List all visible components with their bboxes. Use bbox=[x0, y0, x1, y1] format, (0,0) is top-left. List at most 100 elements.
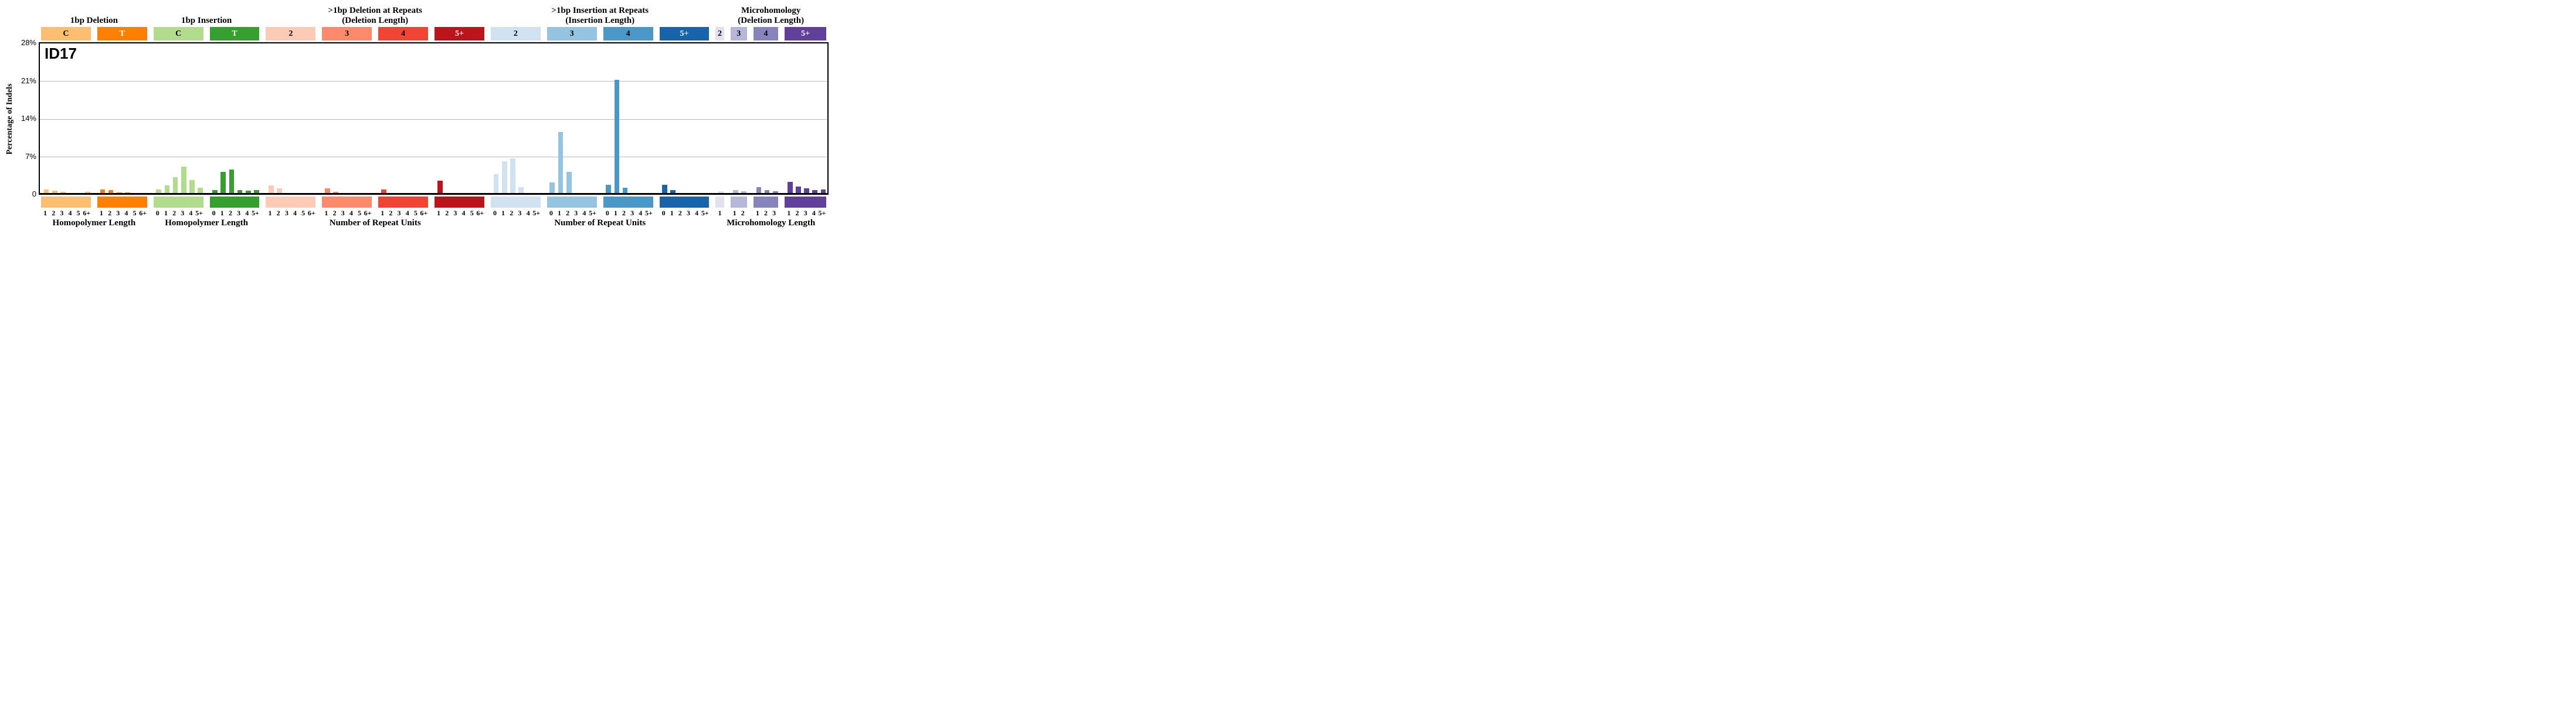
group-title-1: 1bp Insertion bbox=[181, 16, 232, 25]
bar-mh-4-2 bbox=[764, 190, 770, 193]
x-tick-label: 1 bbox=[501, 209, 505, 217]
bar-del-T-1 bbox=[100, 189, 106, 193]
x-tick-label: 5+ bbox=[589, 209, 596, 217]
x-tick-label: 3 bbox=[237, 209, 241, 217]
x-tick-label: 1 bbox=[268, 209, 272, 217]
bar-mh-4-3 bbox=[772, 191, 778, 193]
bar-ins-rep-4-0 bbox=[606, 185, 612, 193]
group-bottom-label-1: Homopolymer Length bbox=[165, 218, 248, 228]
x-tick-label: 0 bbox=[493, 209, 497, 217]
bars-section-ins-rep-5+ bbox=[661, 43, 711, 193]
tick-section-ins-rep-3: 0 1 2 3 4 5+ bbox=[547, 209, 597, 217]
bars-section-ins-rep-3 bbox=[548, 43, 598, 193]
footer-box-del-C bbox=[41, 197, 91, 208]
tick-section-ins-rep-5+: 0 1 2 3 4 5+ bbox=[660, 209, 710, 217]
bars-section-mh-3 bbox=[732, 43, 748, 193]
bars-section-mh-2 bbox=[717, 43, 725, 193]
footer-box-mh-3 bbox=[730, 197, 747, 208]
bars-section-del-rep-4 bbox=[379, 43, 429, 193]
x-tick-label: 2 bbox=[622, 209, 626, 217]
x-tick-label: 2 bbox=[332, 209, 337, 217]
footer-box-ins-rep-4 bbox=[603, 197, 653, 208]
tick-section-ins-T: 0 1 2 3 4 5+ bbox=[210, 209, 260, 217]
header-box-ins-C: C bbox=[153, 27, 203, 40]
x-tick-label: 3 bbox=[772, 209, 776, 217]
bar-ins-T-3 bbox=[237, 190, 243, 193]
footer-box-del-T bbox=[97, 197, 147, 208]
header-box-del-T: T bbox=[97, 27, 147, 40]
x-tick-label: 4 bbox=[405, 209, 409, 217]
x-tick-label: 1 bbox=[670, 209, 674, 217]
header-box-mh-3: 3 bbox=[730, 27, 747, 40]
bar-mh-2-1 bbox=[718, 191, 724, 193]
bar-ins-C-5+ bbox=[198, 188, 203, 193]
x-tick-label: 0 bbox=[605, 209, 609, 217]
footer-box-ins-C bbox=[153, 197, 203, 208]
x-tick-label: 2 bbox=[108, 209, 112, 217]
x-tick-label: 5+ bbox=[645, 209, 653, 217]
bar-ins-rep-2-2 bbox=[510, 158, 515, 193]
y-tick-21%: 21% bbox=[21, 76, 36, 85]
bar-ins-C-1 bbox=[164, 185, 170, 193]
header-box-ins-rep-5+: 5+ bbox=[659, 27, 710, 40]
x-tick-label: 3 bbox=[453, 209, 457, 217]
tick-section-ins-rep-2: 0 1 2 3 4 5+ bbox=[491, 209, 541, 217]
bar-del-rep-2-1 bbox=[269, 185, 274, 193]
x-tick-label: 1 bbox=[558, 209, 561, 217]
bar-ins-rep-2-1 bbox=[501, 161, 507, 193]
bars-section-del-rep-2 bbox=[267, 43, 317, 193]
group-title-0: 1bp Deletion bbox=[70, 16, 118, 25]
bars-section-ins-C bbox=[155, 43, 205, 193]
footer-box-del-rep-5+ bbox=[435, 197, 484, 208]
bar-del-C-6+ bbox=[85, 192, 91, 193]
bar-mh-3-1 bbox=[733, 190, 738, 193]
group-title-2: >1bp Deletion at Repeats (Deletion Length… bbox=[328, 6, 423, 25]
bar-del-C-2 bbox=[52, 191, 57, 193]
tick-section-del-rep-2: 1 2 3 4 5 6+ bbox=[266, 209, 315, 217]
bar-mh-5+-3 bbox=[804, 188, 809, 193]
x-tick-label: 1 bbox=[787, 209, 791, 217]
x-tick-label: 6+ bbox=[420, 209, 428, 217]
bar-del-T-3 bbox=[116, 192, 122, 193]
bar-ins-T-0 bbox=[212, 190, 218, 193]
group-bottom-label-0: Homopolymer Length bbox=[52, 218, 136, 228]
x-tick-label: 1 bbox=[718, 209, 722, 217]
bar-ins-rep-2-0 bbox=[493, 174, 499, 193]
bars-section-del-rep-3 bbox=[323, 43, 373, 193]
bar-ins-T-2 bbox=[229, 170, 235, 193]
header-box-del-C: C bbox=[41, 27, 91, 40]
x-tick-label: 3 bbox=[397, 209, 401, 217]
tick-section-del-T: 1 2 3 4 5 6+ bbox=[97, 209, 147, 217]
bar-ins-T-1 bbox=[220, 172, 226, 193]
x-tick-label: 4 bbox=[245, 209, 249, 217]
footer-box-ins-rep-3 bbox=[547, 197, 597, 208]
bar-ins-C-2 bbox=[172, 177, 178, 193]
bar-del-T-4 bbox=[124, 192, 130, 193]
bar-mh-5+-5+ bbox=[820, 189, 826, 193]
x-tick-label: 2 bbox=[764, 209, 768, 217]
header-box-del-rep-4: 4 bbox=[378, 27, 429, 40]
bar-ins-rep-4-2 bbox=[622, 188, 628, 193]
x-tick-label: 0 bbox=[549, 209, 553, 217]
x-tick-label: 0 bbox=[212, 209, 216, 217]
x-tick-label: 1 bbox=[99, 209, 103, 217]
footer-box-del-rep-3 bbox=[322, 197, 372, 208]
header-box-mh-2: 2 bbox=[715, 27, 724, 40]
x-tick-label: 5+ bbox=[701, 209, 709, 217]
header-box-mh-4: 4 bbox=[753, 27, 779, 40]
x-tick-label: 0 bbox=[661, 209, 666, 217]
x-tick-label: 4 bbox=[812, 209, 816, 217]
x-tick-label: 3 bbox=[687, 209, 691, 217]
x-tick-label: 2 bbox=[678, 209, 682, 217]
x-tick-label: 2 bbox=[52, 209, 56, 217]
x-tick-label: 1 bbox=[613, 209, 617, 217]
group-bottom-label-4: Microhomology Length bbox=[727, 218, 816, 228]
tick-section-ins-C: 0 1 2 3 4 5+ bbox=[154, 209, 203, 217]
bar-ins-rep-4-1 bbox=[614, 80, 620, 193]
x-tick-label: 5 bbox=[470, 209, 474, 217]
footer-box-del-rep-4 bbox=[378, 197, 429, 208]
x-tick-label: 1 bbox=[164, 209, 168, 217]
x-tick-label: 6+ bbox=[476, 209, 484, 217]
x-tick-label: 5+ bbox=[251, 209, 259, 217]
bar-ins-rep-5+-0 bbox=[662, 185, 667, 193]
